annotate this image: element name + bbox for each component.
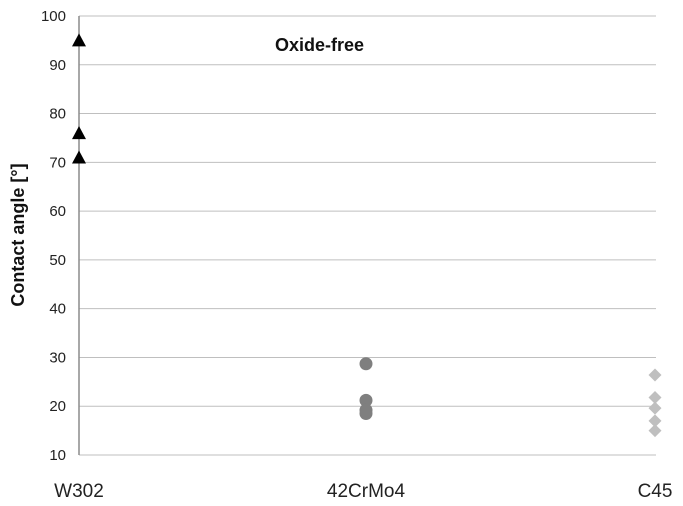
annotation-oxide-free: Oxide-free xyxy=(275,35,364,55)
y-tick-label-60: 60 xyxy=(49,203,66,220)
category-labels: W302 42CrMo4 C45 xyxy=(54,481,672,502)
category-label-w302: W302 xyxy=(54,481,104,502)
y-tick-label-20: 20 xyxy=(49,398,66,415)
data-point-c45-2 xyxy=(648,390,662,404)
data-point-c45-3 xyxy=(648,401,662,415)
y-tick-label-80: 80 xyxy=(49,106,66,123)
y-tick-label-10: 10 xyxy=(49,447,66,464)
gridlines xyxy=(79,15,656,456)
data-point-42crmo4-4 xyxy=(359,407,373,421)
y-tick-label-50: 50 xyxy=(49,252,66,269)
y-tick-label-70: 70 xyxy=(49,154,66,171)
y-tick-labels: 10 20 30 40 50 60 70 80 90 100 xyxy=(41,8,66,464)
y-tick-label-90: 90 xyxy=(49,57,66,74)
data-point-c45-5 xyxy=(648,424,662,438)
data-point-42crmo4-1 xyxy=(359,357,373,371)
data-point-42crmo4-2 xyxy=(359,393,373,407)
data-point-w302-1 xyxy=(72,33,86,47)
category-label-c45: C45 xyxy=(638,481,673,502)
data-point-c45-1 xyxy=(648,368,662,382)
y-tick-label-40: 40 xyxy=(49,301,66,318)
y-tick-label-100: 100 xyxy=(41,8,66,25)
data-point-w302-2 xyxy=(72,126,86,140)
data-point-w302-3 xyxy=(72,150,86,164)
data-point-c45-4 xyxy=(648,414,662,428)
y-axis-title: Contact angle [°] xyxy=(8,163,28,306)
category-label-42crmo4: 42CrMo4 xyxy=(327,481,406,502)
data-points xyxy=(72,33,662,438)
y-tick-label-30: 30 xyxy=(49,349,66,366)
